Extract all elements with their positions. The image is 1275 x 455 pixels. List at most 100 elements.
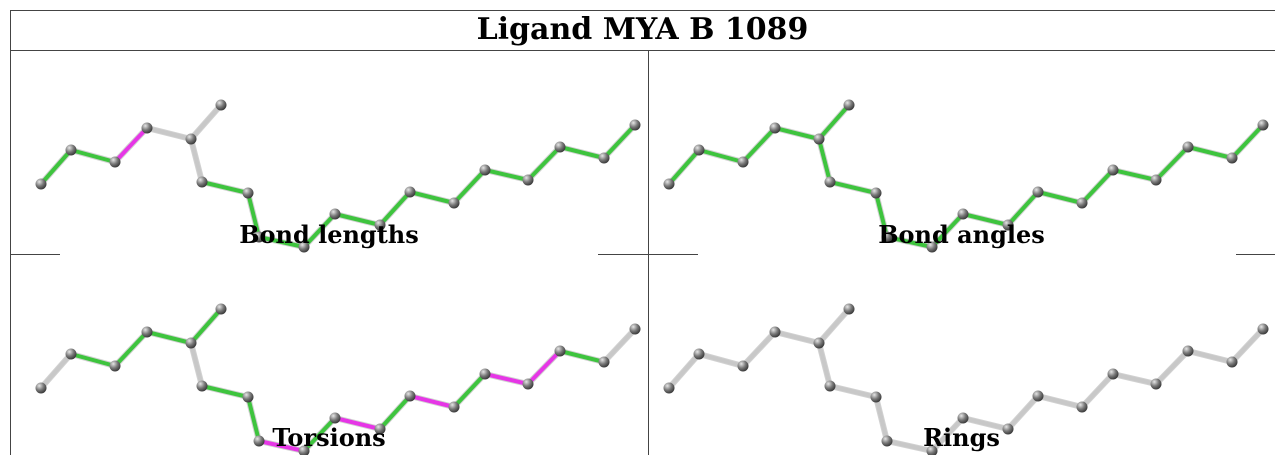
bond bbox=[408, 190, 456, 205]
atom bbox=[1107, 164, 1119, 176]
atom bbox=[1150, 378, 1162, 390]
atom bbox=[1032, 186, 1044, 198]
bond bbox=[1080, 372, 1115, 409]
bond bbox=[145, 126, 193, 141]
atom bbox=[1226, 152, 1238, 164]
atom bbox=[298, 445, 310, 455]
bond bbox=[1154, 349, 1190, 386]
bond bbox=[1230, 327, 1265, 364]
atom bbox=[185, 337, 197, 349]
atom bbox=[185, 133, 197, 145]
bond bbox=[930, 416, 965, 453]
atom bbox=[769, 326, 781, 338]
atom bbox=[1076, 197, 1088, 209]
atom bbox=[693, 348, 705, 360]
atom bbox=[329, 208, 341, 220]
atom bbox=[737, 360, 749, 372]
bond bbox=[189, 103, 223, 141]
atom bbox=[109, 360, 121, 372]
caption-rings: Rings bbox=[923, 423, 1000, 452]
atom bbox=[1107, 368, 1119, 380]
atom bbox=[215, 303, 227, 315]
atom bbox=[737, 156, 749, 168]
atom bbox=[1076, 401, 1088, 413]
bond bbox=[39, 352, 73, 390]
bond bbox=[113, 126, 149, 164]
molecule-rings bbox=[663, 303, 1269, 455]
atom bbox=[824, 380, 836, 392]
bond bbox=[930, 212, 965, 249]
bond bbox=[697, 148, 745, 164]
bond bbox=[483, 168, 530, 182]
bond bbox=[828, 384, 878, 399]
bond bbox=[1006, 394, 1040, 431]
bond bbox=[1186, 145, 1234, 160]
atom bbox=[598, 356, 610, 368]
bond bbox=[817, 103, 851, 141]
atom bbox=[926, 241, 938, 253]
atom bbox=[479, 368, 491, 380]
atom bbox=[374, 423, 386, 435]
bond bbox=[145, 330, 193, 345]
atom bbox=[1182, 345, 1194, 357]
bond bbox=[189, 341, 204, 388]
bond bbox=[333, 416, 382, 431]
bond bbox=[885, 235, 934, 249]
bond bbox=[408, 394, 456, 409]
atom bbox=[843, 99, 855, 111]
atom bbox=[215, 99, 227, 111]
bond bbox=[1006, 190, 1040, 227]
atom bbox=[196, 176, 208, 188]
atom bbox=[629, 119, 641, 131]
atom bbox=[242, 391, 254, 403]
molecule-bond-lengths bbox=[35, 99, 641, 253]
bond bbox=[1186, 349, 1234, 364]
bond bbox=[558, 145, 606, 160]
bond bbox=[1154, 145, 1190, 182]
bond bbox=[741, 126, 777, 164]
bond bbox=[773, 126, 821, 141]
bond bbox=[874, 191, 889, 239]
atom bbox=[253, 231, 265, 243]
bond bbox=[378, 394, 412, 431]
molecule-bond-angles bbox=[663, 99, 1269, 253]
bond bbox=[1111, 168, 1158, 182]
bond bbox=[667, 352, 701, 390]
atom bbox=[35, 382, 47, 394]
atom bbox=[253, 435, 265, 447]
atom bbox=[522, 378, 534, 390]
atom bbox=[522, 174, 534, 186]
bond bbox=[602, 123, 637, 160]
bond bbox=[69, 352, 117, 368]
bond bbox=[302, 212, 337, 249]
atom bbox=[813, 133, 825, 145]
atom bbox=[35, 178, 47, 190]
atom bbox=[1002, 423, 1014, 435]
atom bbox=[693, 144, 705, 156]
atom bbox=[663, 178, 675, 190]
bond bbox=[961, 212, 1010, 227]
atom bbox=[298, 241, 310, 253]
atom bbox=[141, 122, 153, 134]
molecule-torsions bbox=[35, 303, 641, 455]
bond bbox=[69, 148, 117, 164]
panel-bond-angles: Bond angles bbox=[648, 51, 1275, 254]
atom bbox=[448, 401, 460, 413]
atom bbox=[1150, 174, 1162, 186]
ligand-title: Ligand MYA B 1089 bbox=[476, 12, 809, 47]
bond bbox=[113, 330, 149, 368]
atom bbox=[813, 337, 825, 349]
atom bbox=[374, 219, 386, 231]
atom bbox=[554, 345, 566, 357]
atom bbox=[141, 326, 153, 338]
bond bbox=[602, 327, 637, 364]
panel-torsions: Torsions bbox=[10, 255, 648, 455]
bond bbox=[39, 148, 73, 186]
atom bbox=[881, 231, 893, 243]
bond bbox=[483, 372, 530, 386]
atom bbox=[65, 348, 77, 360]
bond bbox=[667, 148, 701, 186]
bond bbox=[1036, 190, 1084, 205]
panel-rings: Rings bbox=[648, 255, 1275, 455]
bond bbox=[961, 416, 1010, 431]
